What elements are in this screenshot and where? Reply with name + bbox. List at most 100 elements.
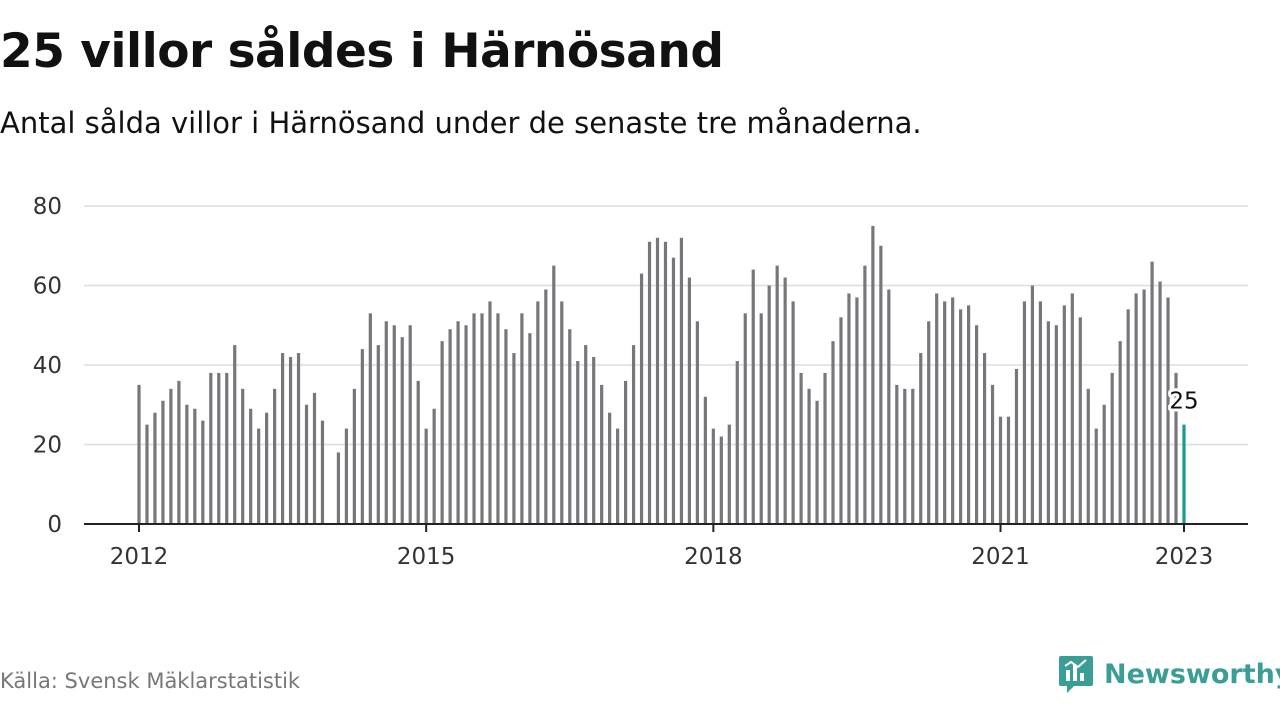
bar (600, 384, 604, 524)
bar (695, 321, 699, 524)
bar (887, 289, 891, 524)
bar (520, 313, 524, 524)
y-tick-label: 0 (47, 512, 62, 538)
bar (623, 380, 628, 524)
bar (1094, 428, 1098, 524)
bar (1006, 416, 1011, 524)
x-tick-label: 2023 (1155, 544, 1214, 570)
bar (1174, 372, 1178, 524)
bar (320, 420, 325, 524)
bar (919, 353, 923, 524)
bar (257, 428, 261, 524)
bar (639, 273, 644, 524)
bar (855, 297, 859, 524)
y-tick-label: 20 (33, 433, 62, 459)
bar (296, 353, 301, 524)
bar (280, 353, 285, 524)
bar (153, 412, 157, 524)
y-tick-label: 40 (33, 353, 62, 379)
bar (655, 237, 660, 525)
bar (360, 349, 364, 524)
bar (472, 313, 476, 524)
bar (273, 388, 277, 524)
bar (384, 321, 388, 524)
bar (943, 301, 947, 524)
bar (137, 384, 141, 524)
bar (1014, 368, 1019, 524)
bar (959, 309, 963, 524)
bar (951, 297, 955, 524)
bar (480, 313, 484, 524)
bar (1134, 293, 1138, 524)
bar (743, 313, 747, 524)
bar (799, 372, 803, 524)
bar (161, 400, 165, 524)
bar (775, 265, 779, 524)
chart-title: 25 villor såldes i Härnösand (0, 24, 724, 79)
bar (1142, 289, 1146, 524)
bar (687, 277, 692, 524)
bar (711, 428, 715, 524)
bar (783, 277, 787, 524)
bar (895, 384, 899, 524)
highlight-bar (1182, 424, 1186, 524)
bar (1110, 372, 1114, 524)
bar (679, 237, 684, 525)
bar (169, 388, 173, 524)
bar (536, 301, 540, 524)
bar (145, 424, 149, 524)
bar (982, 353, 987, 524)
bar (576, 361, 580, 524)
bar (560, 301, 564, 524)
bar (663, 241, 668, 524)
bar (998, 416, 1003, 524)
bar (815, 400, 819, 524)
bar (1150, 261, 1154, 524)
highlight-data-label: 25 (1169, 389, 1198, 415)
bar (456, 321, 460, 524)
bar (424, 428, 428, 524)
bar (400, 337, 404, 524)
bar (352, 388, 356, 524)
bar (392, 325, 396, 524)
bar (1030, 285, 1035, 524)
bar (903, 388, 907, 524)
bar (1158, 281, 1162, 524)
bar (879, 245, 883, 524)
bar (408, 325, 412, 524)
bar (177, 380, 181, 524)
brand-logo: Newsworthy (1058, 654, 1280, 694)
bar (990, 384, 995, 524)
bar (719, 436, 723, 524)
bar (568, 329, 572, 524)
bar (871, 225, 875, 524)
bar (432, 408, 436, 524)
bar (448, 329, 452, 524)
x-tick-label: 2012 (110, 544, 169, 570)
y-tick-label: 60 (33, 274, 62, 300)
bar (336, 452, 341, 524)
bar (209, 372, 213, 524)
bar (584, 345, 588, 524)
bar (1054, 325, 1058, 524)
bar (1166, 297, 1170, 524)
bar (592, 357, 596, 524)
bar (1126, 309, 1130, 524)
bar (233, 345, 237, 524)
bar (647, 241, 652, 524)
bar (504, 329, 508, 524)
source-note: Källa: Svensk Mäklarstatistik (0, 669, 301, 693)
bar (488, 301, 492, 524)
bar (1102, 404, 1106, 524)
bar (185, 404, 189, 524)
bar (312, 392, 317, 524)
bar (1086, 388, 1090, 524)
x-tick-label: 2015 (397, 544, 456, 570)
bar (671, 257, 676, 524)
bar (1046, 321, 1050, 524)
bar (967, 305, 971, 524)
bar (416, 380, 420, 524)
bar (631, 345, 636, 524)
bar (863, 265, 867, 524)
bar (791, 301, 795, 524)
